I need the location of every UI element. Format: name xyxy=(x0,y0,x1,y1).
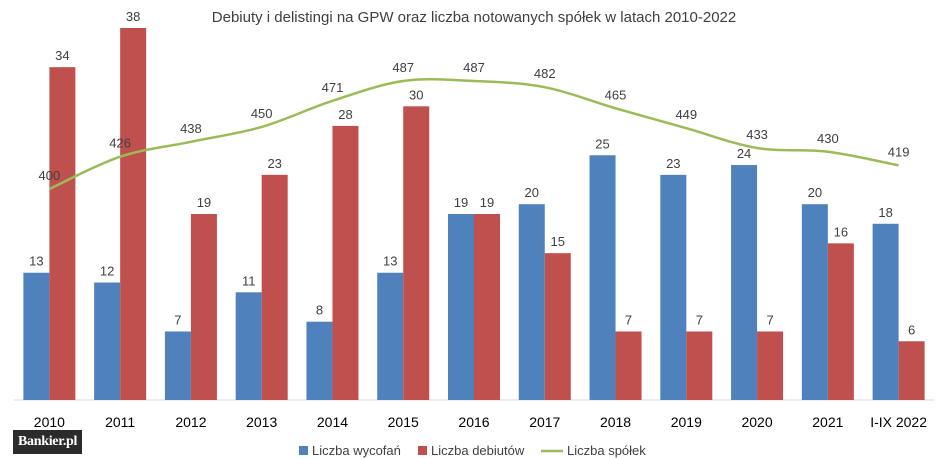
x-tick-label-2015: 2015 xyxy=(388,414,419,430)
bar-debuts-2015 xyxy=(403,106,430,400)
bar-withdrawals-I-IX 2022 xyxy=(872,223,899,400)
data-label-withdrawals-2021: 20 xyxy=(808,185,822,200)
data-label-withdrawals-2012: 7 xyxy=(174,312,181,327)
bar-withdrawals-2011 xyxy=(94,282,121,400)
legend-label-withdrawals: Liczba wycofań xyxy=(312,443,401,458)
data-label-companies-2011: 426 xyxy=(109,136,131,151)
data-label-withdrawals-2014: 8 xyxy=(316,303,323,318)
bar-debuts-2016 xyxy=(474,214,500,400)
bar-debuts-2019 xyxy=(686,331,713,400)
bankier-logo: Bankier.pl xyxy=(13,430,83,454)
data-label-debuts-2010: 34 xyxy=(55,48,69,63)
data-label-withdrawals-2020: 24 xyxy=(737,146,751,161)
legend-swatch-withdrawals xyxy=(299,446,308,455)
data-label-withdrawals-2011: 12 xyxy=(100,264,114,279)
data-label-companies-2014: 471 xyxy=(322,80,344,95)
data-label-debuts-2016: 19 xyxy=(480,195,494,210)
data-label-withdrawals-2019: 23 xyxy=(666,156,680,171)
data-label-companies-2010: 400 xyxy=(39,168,61,183)
bar-debuts-2011 xyxy=(120,28,147,400)
data-label-withdrawals-2015: 13 xyxy=(383,254,397,269)
bar-withdrawals-2012 xyxy=(164,331,191,400)
bar-withdrawals-2018 xyxy=(589,155,616,400)
line-group xyxy=(48,78,899,191)
legend-label-companies: Liczba spółek xyxy=(567,443,646,458)
x-tick-label-2014: 2014 xyxy=(317,414,348,430)
bar-withdrawals-2021 xyxy=(801,204,828,400)
data-label-debuts-2015: 30 xyxy=(409,87,423,102)
bar-withdrawals-2019 xyxy=(660,174,687,400)
data-label-companies-2017: 482 xyxy=(534,66,556,81)
data-label-withdrawals-2010: 13 xyxy=(29,254,43,269)
labels-group: 13 34 400 12 38 426 7 19 438 11 23 450 8 28 471 13 30 487… xyxy=(29,9,915,337)
bar-debuts-I-IX 2022 xyxy=(898,341,925,400)
legend: Liczba wycofań Liczba debiutów Liczba sp… xyxy=(299,443,646,458)
data-label-debuts-2020: 7 xyxy=(766,312,773,327)
x-tick-label-I-IX 2022: I-IX 2022 xyxy=(870,414,927,430)
data-label-debuts-I-IX 2022: 6 xyxy=(908,322,915,337)
x-tick-label-2020: 2020 xyxy=(741,414,772,430)
legend-label-debuts: Liczba debiutów xyxy=(431,443,525,458)
bar-withdrawals-2014 xyxy=(306,321,333,400)
x-tick-label-2012: 2012 xyxy=(175,414,206,430)
data-label-withdrawals-2013: 11 xyxy=(242,273,256,288)
bar-withdrawals-2020 xyxy=(731,165,758,400)
data-label-companies-2020: 433 xyxy=(746,127,768,142)
bar-debuts-2020 xyxy=(757,331,784,400)
data-label-debuts-2013: 23 xyxy=(267,156,281,171)
x-tick-label-2011: 2011 xyxy=(105,414,135,430)
bar-debuts-2021 xyxy=(827,243,854,400)
data-label-withdrawals-2016: 19 xyxy=(454,195,468,210)
x-ticks-group: 2010 2011 2012 2013 2014 2015 2016 2017 2018 2019… xyxy=(34,414,927,430)
x-tick-label-2016: 2016 xyxy=(458,414,489,430)
bar-debuts-2017 xyxy=(544,253,571,400)
data-label-withdrawals-2018: 25 xyxy=(595,136,609,151)
data-label-companies-I-IX 2022: 419 xyxy=(888,144,910,159)
bar-withdrawals-2016 xyxy=(448,214,474,400)
data-label-companies-2018: 465 xyxy=(605,87,627,102)
data-label-withdrawals-I-IX 2022: 18 xyxy=(878,205,892,220)
x-tick-label-2021: 2021 xyxy=(812,414,843,430)
legend-swatch-debuts xyxy=(418,446,427,455)
bar-debuts-2014 xyxy=(332,125,359,400)
x-tick-label-2019: 2019 xyxy=(671,414,702,430)
data-label-debuts-2019: 7 xyxy=(696,312,703,327)
data-label-companies-2016: 487 xyxy=(463,60,485,75)
data-label-companies-2012: 438 xyxy=(180,121,202,136)
x-tick-label-2013: 2013 xyxy=(246,414,277,430)
chart-title: Debiuty i delistingi na GPW oraz liczba … xyxy=(212,9,736,26)
bars-group xyxy=(23,28,925,400)
bar-debuts-2010 xyxy=(49,67,76,400)
data-label-debuts-2012: 19 xyxy=(197,195,211,210)
bar-withdrawals-2013 xyxy=(235,292,262,400)
line-companies xyxy=(48,78,899,191)
data-label-companies-2013: 450 xyxy=(251,106,273,121)
data-label-debuts-2017: 15 xyxy=(551,234,565,249)
x-tick-label-2017: 2017 xyxy=(529,414,560,430)
data-label-debuts-2018: 7 xyxy=(625,312,632,327)
bar-withdrawals-2015 xyxy=(377,272,404,400)
data-label-debuts-2021: 16 xyxy=(834,224,848,239)
bar-debuts-2012 xyxy=(190,214,217,400)
data-label-companies-2019: 449 xyxy=(675,107,697,122)
data-label-debuts-2014: 28 xyxy=(338,107,352,122)
bar-withdrawals-2010 xyxy=(23,272,50,400)
bar-debuts-2013 xyxy=(261,174,288,400)
x-tick-label-2010: 2010 xyxy=(34,414,65,430)
x-tick-label-2018: 2018 xyxy=(600,414,631,430)
data-label-withdrawals-2017: 20 xyxy=(525,185,539,200)
data-label-debuts-2011: 38 xyxy=(126,9,140,24)
bar-withdrawals-2017 xyxy=(518,204,545,400)
bar-debuts-2018 xyxy=(615,331,642,400)
data-label-companies-2015: 487 xyxy=(392,60,414,75)
data-label-companies-2021: 430 xyxy=(817,131,839,146)
